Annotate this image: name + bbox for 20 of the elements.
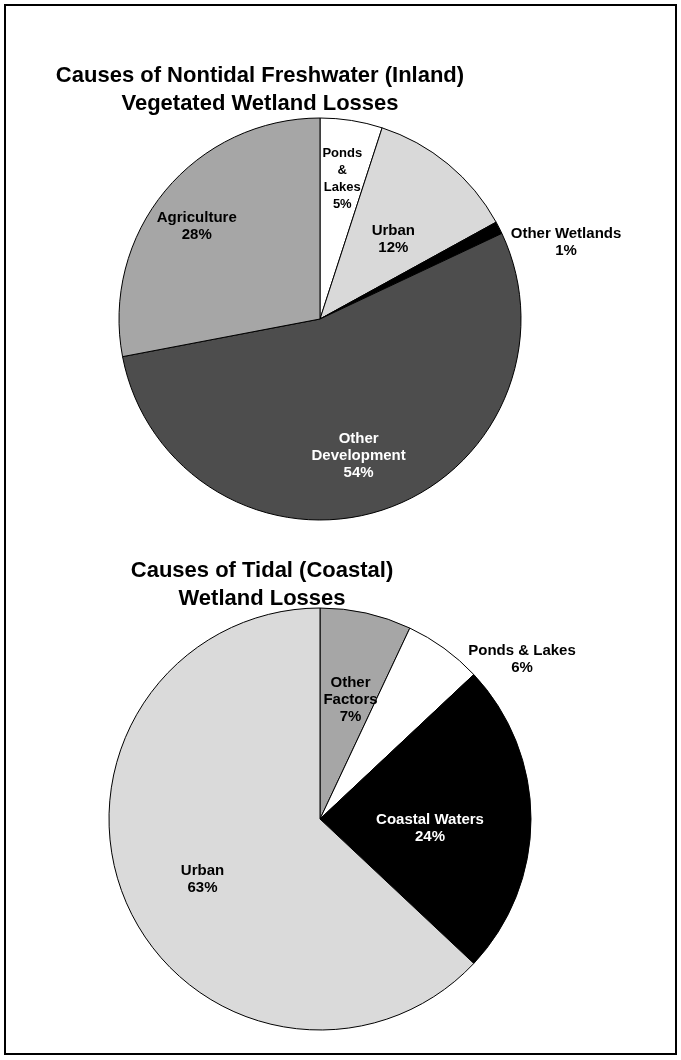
data-label: 5% bbox=[332, 196, 353, 212]
data-label: 24% bbox=[414, 827, 446, 844]
slice-label: Other Wetlands bbox=[510, 224, 622, 242]
slice-label: Ponds & Lakes bbox=[468, 641, 576, 659]
data-label: 28% bbox=[181, 225, 212, 243]
chart-title: Causes of Tidal (Coastal) Wetland Losses bbox=[130, 557, 394, 610]
slice-label: Coastal Waters bbox=[376, 810, 484, 827]
slice-label: Urban bbox=[371, 221, 415, 239]
data-label: 6% bbox=[511, 658, 533, 676]
slice-label: Agriculture bbox=[156, 208, 237, 226]
slice-label: Other Factors bbox=[323, 673, 378, 708]
slice-label: Other Development bbox=[311, 428, 406, 463]
data-label: 54% bbox=[343, 462, 374, 480]
slice-label: Urban bbox=[180, 860, 225, 878]
data-label: 12% bbox=[378, 238, 409, 256]
data-label: 7% bbox=[339, 707, 362, 725]
data-label: 1% bbox=[555, 241, 577, 259]
data-label: 63% bbox=[187, 877, 218, 895]
slice-label: Ponds & Lakes bbox=[322, 145, 363, 195]
chart-title: Causes of Nontidal Freshwater (Inland) Vegetated Wetland Losses bbox=[55, 62, 465, 115]
